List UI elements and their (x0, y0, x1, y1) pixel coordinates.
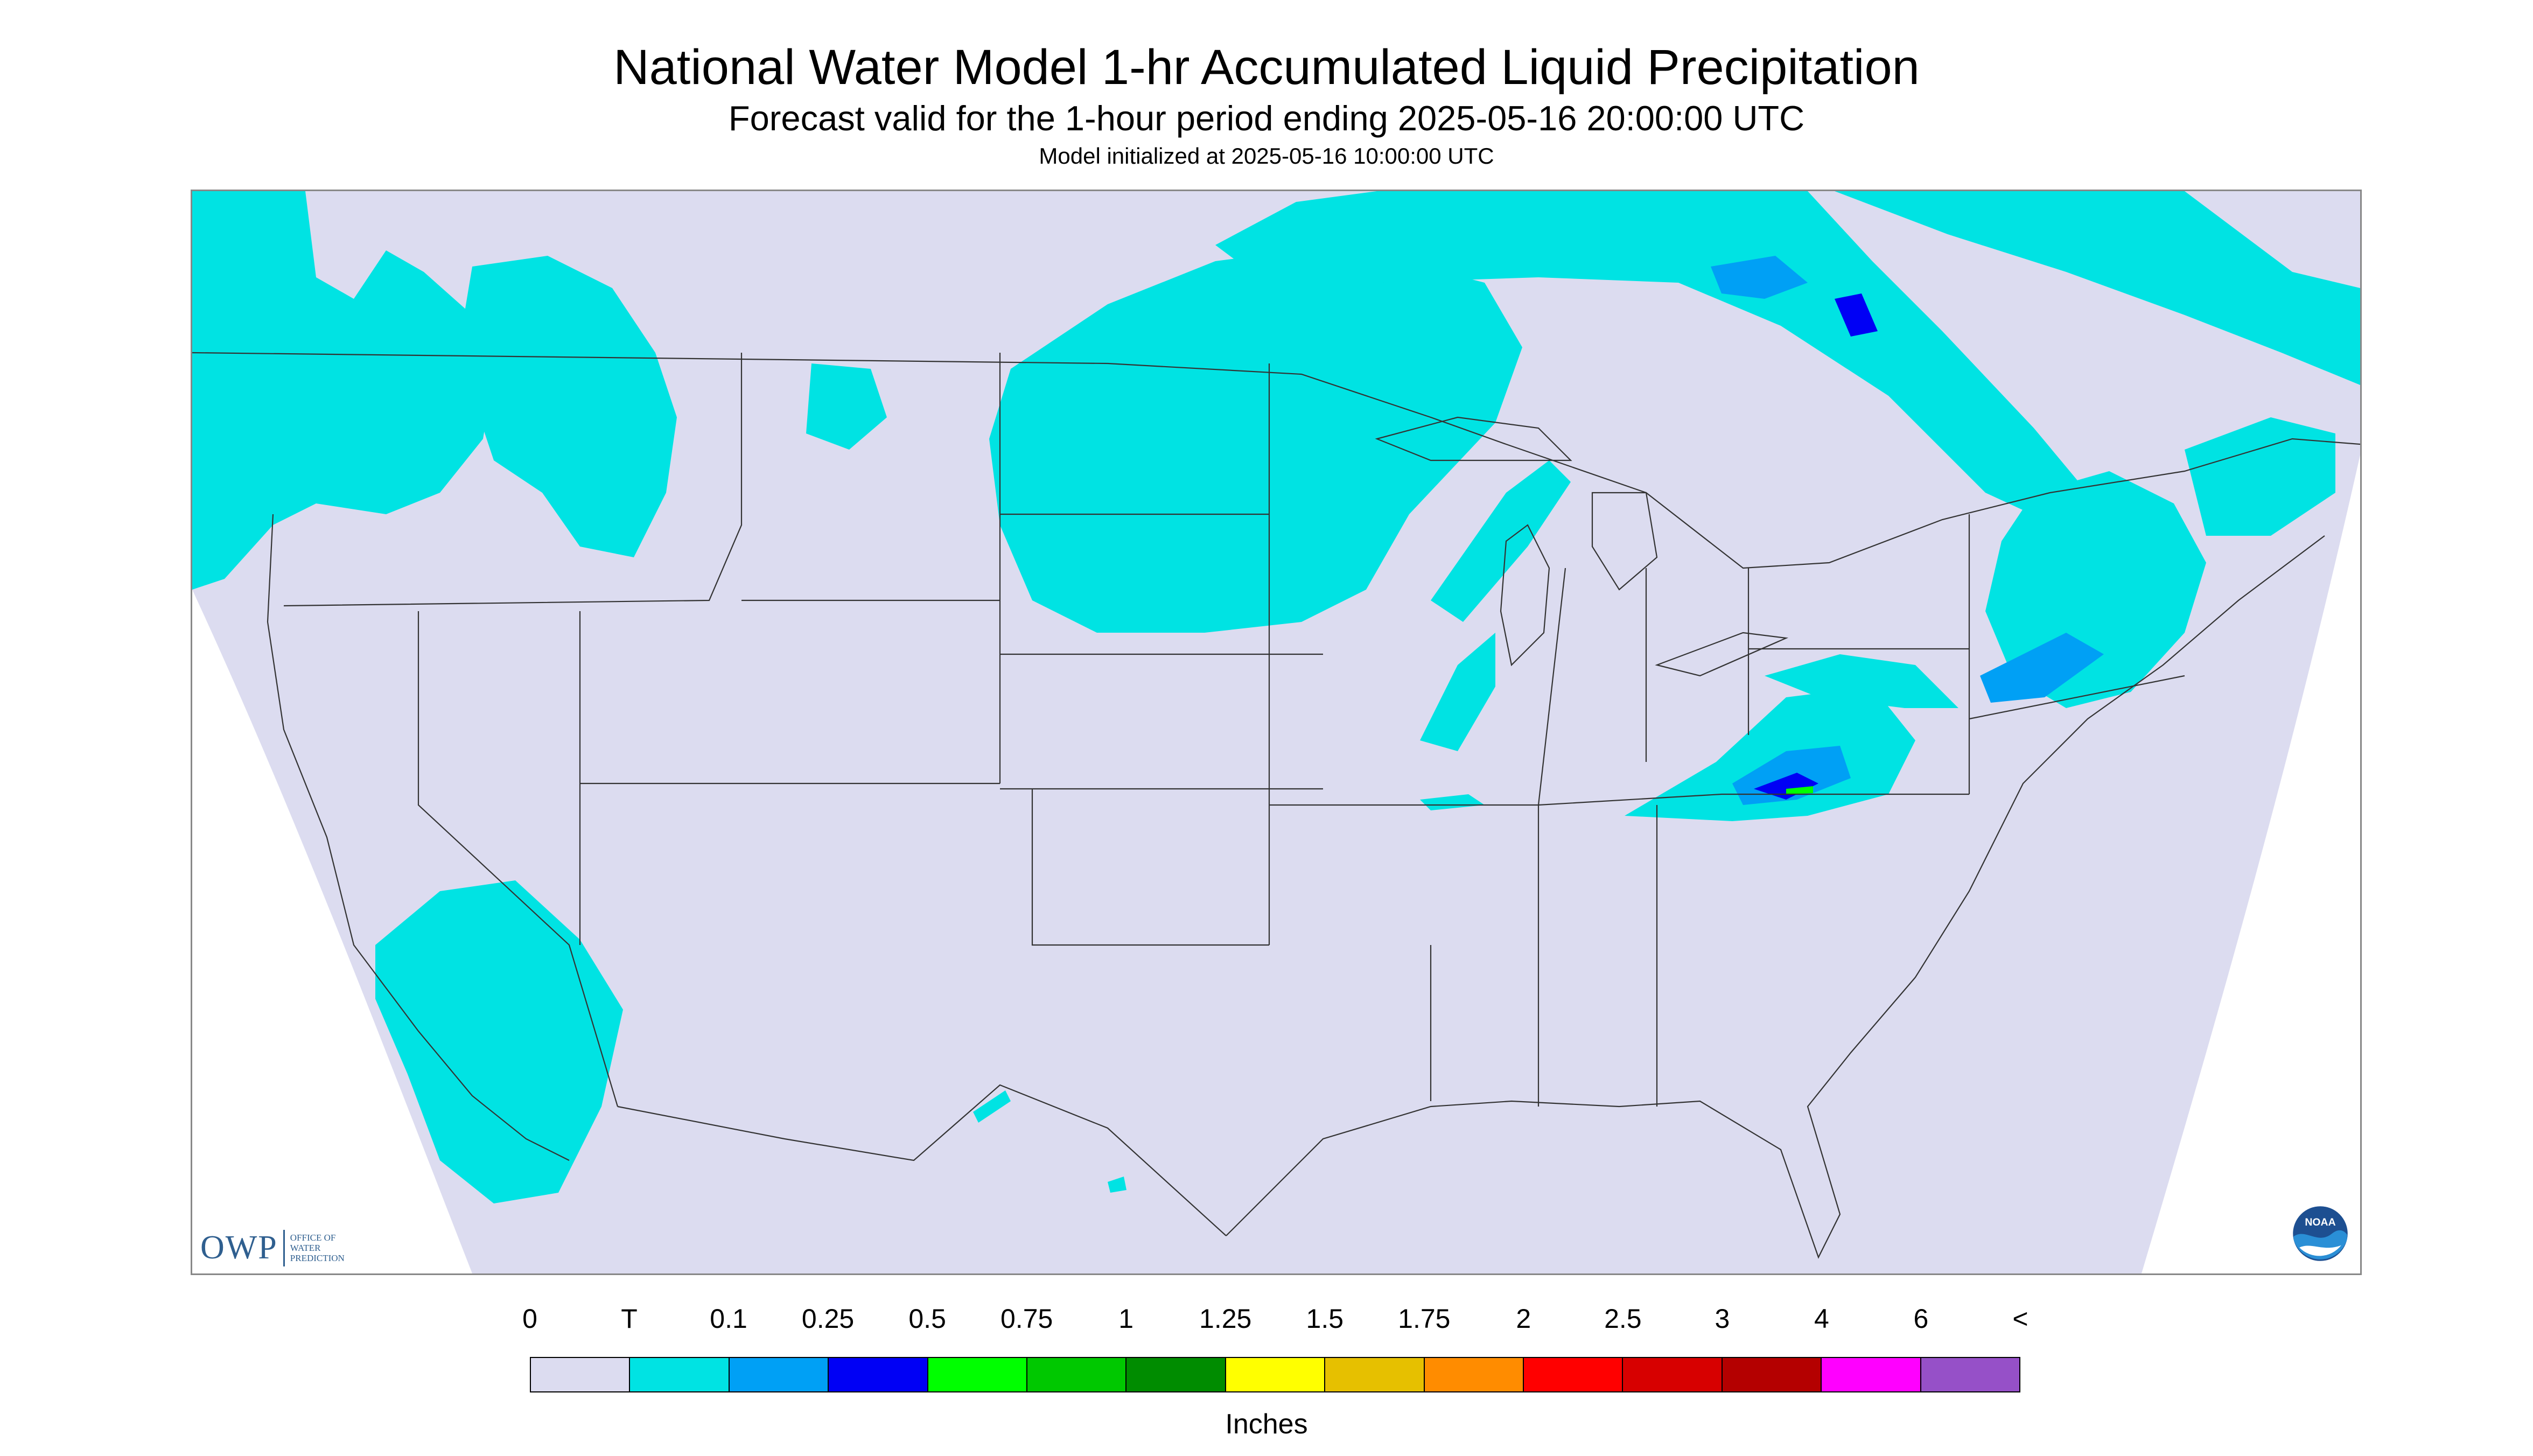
legend-swatch (1424, 1358, 1524, 1391)
title-block: National Water Model 1-hr Accumulated Li… (0, 38, 2533, 172)
precipitation-map: OWP OFFICE OF WATER PREDICTION NOAA (191, 190, 2362, 1275)
state-line-7 (1748, 514, 2185, 794)
state-line-4 (1000, 513, 1323, 946)
legend-swatch (1027, 1358, 1127, 1391)
precip-area-new-england (2185, 417, 2335, 536)
legend-swatch (1226, 1358, 1326, 1391)
legend-swatch (1623, 1358, 1723, 1391)
legend-swatch (1126, 1358, 1226, 1391)
legend-tick-label: 1.75 (1398, 1304, 1451, 1334)
lake-huron-erie (1591, 492, 1789, 677)
precip-moderate-layer (1754, 293, 1878, 800)
map-title: National Water Model 1-hr Accumulated Li… (613, 40, 1920, 95)
legend-tick-label: < (2012, 1304, 2028, 1334)
precip-area-quebec (1835, 191, 2360, 385)
precip-cell-northeast (1980, 633, 2104, 703)
map-canvas (192, 191, 2360, 1273)
noaa-logo-text: NOAA (2305, 1216, 2335, 1228)
precip-area-texas-streak (973, 1090, 1011, 1123)
precip-area-appalachians (1625, 687, 1915, 821)
precip-cell-heavy (1786, 786, 1813, 794)
precip-trace-layer (192, 191, 2360, 1203)
state-line-1 (283, 353, 743, 607)
precip-area-idaho-montana (461, 256, 677, 557)
owp-logo-word: OFFICE OF (290, 1233, 336, 1243)
state-line-3 (579, 353, 1001, 945)
gulf-coast (1226, 535, 2325, 1259)
precip-area-pacific-northwest (192, 191, 494, 590)
precip-area-kentucky-line (1420, 794, 1485, 810)
legend-swatch (928, 1358, 1028, 1391)
legend-tick-label: 0.5 (908, 1304, 946, 1334)
legend-swatch (1325, 1358, 1425, 1391)
legend-tick-label: 6 (1913, 1304, 1929, 1334)
legend-swatch (1921, 1358, 2020, 1391)
legend-tick-label: 1.5 (1306, 1304, 1344, 1334)
precip-area-canada-band (1215, 191, 2088, 525)
legend-tick-label: 2 (1516, 1304, 1531, 1334)
precip-area-north-plains (806, 363, 887, 450)
precip-heavy-layer (1786, 786, 1813, 794)
precip-area-upper-midwest (989, 245, 1522, 633)
noaa-logo: NOAA (2292, 1205, 2349, 1262)
legend-swatch (1524, 1358, 1624, 1391)
state-line-6 (1430, 568, 1750, 1107)
legend-tick-label: 1.25 (1199, 1304, 1252, 1334)
legend-tick-label: 2.5 (1604, 1304, 1642, 1334)
pacific-coast (267, 514, 570, 1161)
legend-tick-label: 3 (1715, 1304, 1730, 1334)
lake-superior (1375, 416, 1572, 461)
us-mexico-border (617, 1084, 1227, 1236)
precip-area-lake-michigan-band (1431, 460, 1571, 622)
legend-tick-label: 0.1 (710, 1304, 747, 1334)
init-time-label: Model initialized at 2025-05-16 10:00:00… (1039, 143, 1494, 169)
precip-area-mexico-spot (1108, 1177, 1126, 1193)
legend-swatch (829, 1358, 928, 1391)
boundaries (192, 352, 2360, 1259)
owp-logo-divider (283, 1229, 285, 1266)
valid-time-subtitle: Forecast valid for the 1-hour period end… (728, 99, 1805, 138)
owp-logo-word: WATER (290, 1243, 321, 1253)
owp-logo-word: PREDICTION (290, 1253, 345, 1263)
model-domain (192, 191, 2360, 1273)
precip-cell-canada-streak (1711, 256, 1808, 299)
legend-tick-labels: 0 T 0.1 0.25 0.5 0.75 1 1.25 1.5 1.75 2 2.5 3 4 6 < (522, 1303, 2028, 1341)
owp-logo-words: OFFICE OF WATER PREDICTION (290, 1233, 366, 1263)
legend-tick-label: 1 (1118, 1304, 1134, 1334)
us-canada-border (192, 352, 2360, 569)
legend-tick-label: T (621, 1304, 638, 1334)
owp-logo-letters: OWP (200, 1229, 278, 1266)
precip-cell-canada-moderate (1835, 293, 1878, 337)
legend-tick-label: 0.75 (1000, 1304, 1053, 1334)
color-legend (530, 1357, 2020, 1392)
legend-swatch (1822, 1358, 1921, 1391)
legend-tick-label: 0 (522, 1304, 537, 1334)
precip-cell-appalachian-moderate (1754, 773, 1818, 800)
precip-area-california (375, 880, 623, 1203)
precip-area-ohio-valley (1765, 654, 1958, 708)
owp-logo: OWP OFFICE OF WATER PREDICTION (200, 1229, 366, 1267)
legend-swatch (531, 1358, 631, 1391)
state-line-2 (417, 611, 619, 1107)
precip-area-illinois-band (1420, 633, 1495, 751)
legend-tick-label: 0.25 (801, 1304, 855, 1334)
lake-michigan (1500, 524, 1550, 667)
state-line-5 (1268, 363, 1969, 945)
legend-swatch (1722, 1358, 1822, 1391)
legend-swatch (630, 1358, 730, 1391)
legend-swatch (729, 1358, 829, 1391)
legend-units-label: Inches (1225, 1409, 1308, 1440)
legend-tick-label: 4 (1814, 1304, 1829, 1334)
